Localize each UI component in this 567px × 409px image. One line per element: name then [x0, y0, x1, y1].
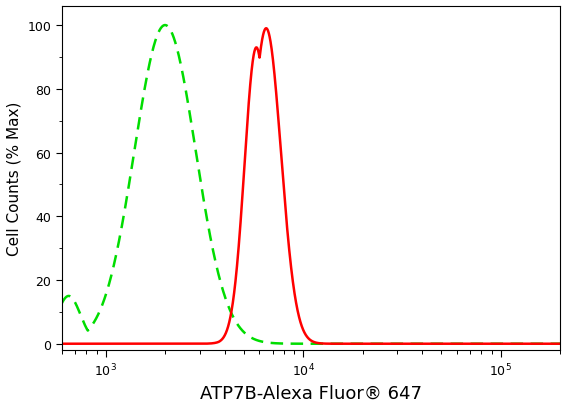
Y-axis label: Cell Counts (% Max): Cell Counts (% Max): [7, 101, 22, 256]
X-axis label: ATP7B-Alexa Fluor® 647: ATP7B-Alexa Fluor® 647: [200, 384, 422, 402]
